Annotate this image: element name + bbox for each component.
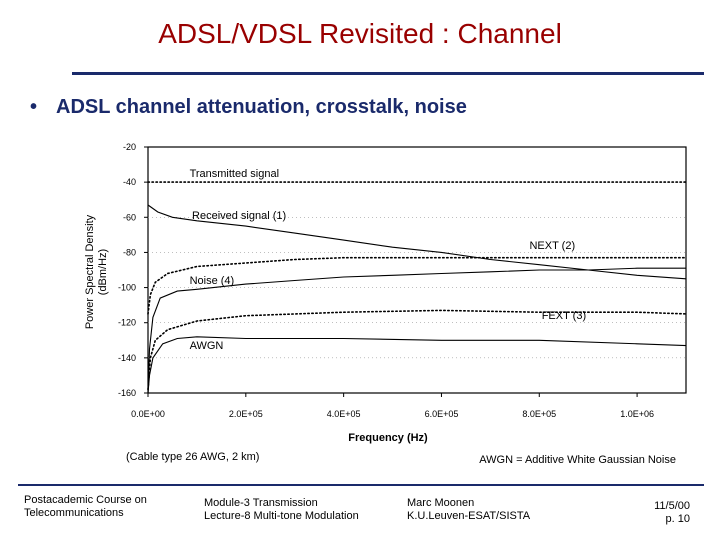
footer-author-line2: K.U.Leuven-ESAT/SISTA: [407, 510, 531, 522]
footer-module: Module-3 Transmission Lecture-8 Multi-to…: [204, 497, 359, 523]
footer-author: Marc Moonen K.U.Leuven-ESAT/SISTA: [407, 497, 530, 523]
y-axis-label-line1: Power Spectral Density: [84, 214, 96, 329]
y-axis-label-line2: (dBm/Hz): [97, 249, 109, 295]
y-tick-label: -140: [118, 353, 136, 363]
footer-page: p. 10: [665, 513, 690, 525]
x-tick-label: 0.0E+00: [131, 409, 165, 419]
caption-cable-type: (Cable type 26 AWG, 2 km): [126, 451, 259, 463]
footer-module-line2: Lecture-8 Multi-tone Modulation: [204, 510, 359, 522]
series-line-awgn: [147, 336, 687, 394]
x-tick-label: 1.0E+06: [620, 409, 654, 419]
series-annotation: Noise (4): [190, 275, 235, 287]
bullet-text: ADSL channel attenuation, crosstalk, noi…: [56, 96, 467, 118]
series-annotation: Received signal (1): [192, 210, 286, 222]
footer-module-line1: Module-3 Transmission: [204, 497, 318, 509]
bullet-marker: •: [30, 96, 38, 118]
y-tick-label: -80: [123, 247, 136, 257]
psd-chart: -20 -40 -60 -80 -100 -120 -140 -160 0.0E+00 2.0E+…: [84, 142, 687, 466]
series-line-noise-4: [147, 267, 686, 394]
series-annotation: AWGN: [190, 340, 224, 352]
series-annotation: NEXT (2): [529, 240, 575, 252]
series-annotation: FEXT (3): [542, 310, 586, 322]
footer-course-line2: Telecommunications: [24, 507, 124, 519]
y-tick-label: -60: [123, 212, 136, 222]
plot-area-frame: [147, 146, 687, 394]
footer-author-line1: Marc Moonen: [407, 497, 475, 509]
series-annotation: Transmitted signal: [190, 168, 279, 180]
series-line-fext-3: [147, 309, 687, 391]
caption-awgn-definition: AWGN = Additive White Gaussian Noise: [479, 454, 676, 466]
y-tick-label: -20: [123, 142, 136, 152]
x-axis-label: Frequency (Hz): [348, 432, 428, 444]
bullet-item: • ADSL channel attenuation, crosstalk, no…: [30, 96, 467, 119]
footer-date: 11/5/00: [654, 500, 690, 512]
y-tick-label: -120: [118, 318, 136, 328]
title-divider: [72, 72, 704, 75]
footer-course-line1: Postacademic Course on: [24, 494, 147, 506]
footer-course: Postacademic Course on Telecommunication…: [24, 494, 147, 520]
x-tick-label: 2.0E+05: [229, 409, 263, 419]
footer-date-page: 11/5/00 p. 10: [630, 500, 690, 526]
y-tick-label: -100: [118, 283, 136, 293]
y-tick-label: -40: [123, 177, 136, 187]
footer-divider: [18, 484, 704, 486]
series-line-next-2: [147, 256, 687, 315]
x-tick-label: 6.0E+05: [425, 409, 459, 419]
slide-title: ADSL/VDSL Revisited : Channel: [158, 18, 562, 49]
y-tick-label: -160: [118, 388, 136, 398]
x-tick-label: 4.0E+05: [327, 409, 361, 419]
x-tick-label: 8.0E+05: [522, 409, 556, 419]
series-line-received-signal-1: [147, 204, 687, 280]
